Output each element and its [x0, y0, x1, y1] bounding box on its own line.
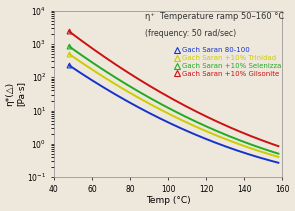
Gach Saran +10% Trinidad: [219, 136, 223, 139]
Gach Saran +10% Trinidad: [199, 128, 202, 130]
Gach Saran 80-100: [150, 113, 154, 116]
Gach Saran +10% Gilsonite: [219, 122, 223, 125]
Gach Saran +10% Selenizza: [219, 132, 223, 134]
Line: Gach Saran +10% Selenizza: Gach Saran +10% Selenizza: [69, 46, 278, 154]
Text: (frequency: 50 rad/sec): (frequency: 50 rad/sec): [145, 29, 236, 38]
Gach Saran +10% Gilsonite: [199, 112, 202, 115]
Gach Saran 80-100: [218, 143, 222, 146]
Gach Saran +10% Trinidad: [67, 53, 71, 55]
Gach Saran +10% Trinidad: [277, 156, 280, 158]
Gach Saran +10% Gilsonite: [92, 49, 96, 51]
Gach Saran 80-100: [199, 135, 202, 138]
Text: η⁺  Temperature ramp 50–160 °C: η⁺ Temperature ramp 50–160 °C: [145, 12, 284, 22]
Gach Saran +10% Gilsonite: [277, 145, 280, 147]
Gach Saran +10% Selenizza: [135, 89, 139, 92]
Gach Saran +10% Gilsonite: [67, 30, 71, 33]
Gach Saran +10% Selenizza: [218, 131, 222, 134]
Gach Saran +10% Selenizza: [67, 45, 71, 48]
Legend: Gach Saran 80-100, Gach Saran +10% Trinidad, Gach Saran +10% Selenizza, Gach Sar: Gach Saran 80-100, Gach Saran +10% Trini…: [174, 47, 281, 77]
X-axis label: Temp (°C): Temp (°C): [146, 196, 190, 206]
Line: Gach Saran +10% Trinidad: Gach Saran +10% Trinidad: [69, 54, 278, 157]
Gach Saran 80-100: [92, 80, 96, 83]
Gach Saran 80-100: [135, 106, 139, 108]
Gach Saran +10% Trinidad: [218, 136, 222, 138]
Line: Gach Saran 80-100: Gach Saran 80-100: [69, 65, 278, 163]
Gach Saran +10% Gilsonite: [135, 77, 139, 80]
Gach Saran 80-100: [67, 64, 71, 66]
Gach Saran +10% Selenizza: [150, 98, 154, 100]
Gach Saran +10% Gilsonite: [150, 86, 154, 89]
Gach Saran +10% Selenizza: [92, 62, 96, 65]
Gach Saran +10% Trinidad: [92, 70, 96, 72]
Gach Saran +10% Selenizza: [277, 152, 280, 155]
Gach Saran +10% Selenizza: [199, 123, 202, 125]
Gach Saran 80-100: [277, 161, 280, 164]
Gach Saran +10% Trinidad: [150, 104, 154, 106]
Y-axis label: η*(△)
[Pa·s]: η*(△) [Pa·s]: [6, 81, 26, 106]
Gach Saran 80-100: [219, 143, 223, 146]
Gach Saran +10% Gilsonite: [218, 122, 222, 124]
Line: Gach Saran +10% Gilsonite: Gach Saran +10% Gilsonite: [69, 31, 278, 146]
Gach Saran +10% Trinidad: [135, 96, 139, 98]
